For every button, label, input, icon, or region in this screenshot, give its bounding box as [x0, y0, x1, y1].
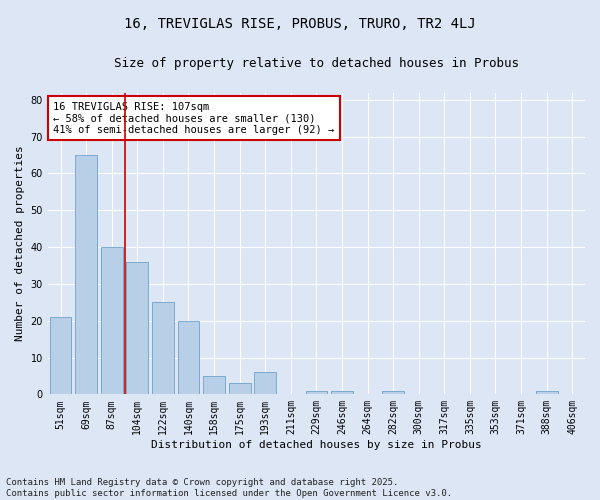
Bar — [178, 320, 199, 394]
Title: Size of property relative to detached houses in Probus: Size of property relative to detached ho… — [114, 58, 519, 70]
Bar — [50, 317, 71, 394]
Bar — [75, 155, 97, 394]
Bar — [382, 390, 404, 394]
Bar — [127, 262, 148, 394]
Bar — [536, 390, 557, 394]
Text: Contains HM Land Registry data © Crown copyright and database right 2025.
Contai: Contains HM Land Registry data © Crown c… — [6, 478, 452, 498]
Text: 16 TREVIGLAS RISE: 107sqm
← 58% of detached houses are smaller (130)
41% of semi: 16 TREVIGLAS RISE: 107sqm ← 58% of detac… — [53, 102, 334, 135]
Bar — [229, 384, 251, 394]
X-axis label: Distribution of detached houses by size in Probus: Distribution of detached houses by size … — [151, 440, 482, 450]
Bar — [203, 376, 225, 394]
Y-axis label: Number of detached properties: Number of detached properties — [15, 146, 25, 342]
Bar — [254, 372, 276, 394]
Bar — [152, 302, 174, 394]
Text: 16, TREVIGLAS RISE, PROBUS, TRURO, TR2 4LJ: 16, TREVIGLAS RISE, PROBUS, TRURO, TR2 4… — [124, 18, 476, 32]
Bar — [101, 247, 122, 394]
Bar — [331, 390, 353, 394]
Bar — [305, 390, 327, 394]
